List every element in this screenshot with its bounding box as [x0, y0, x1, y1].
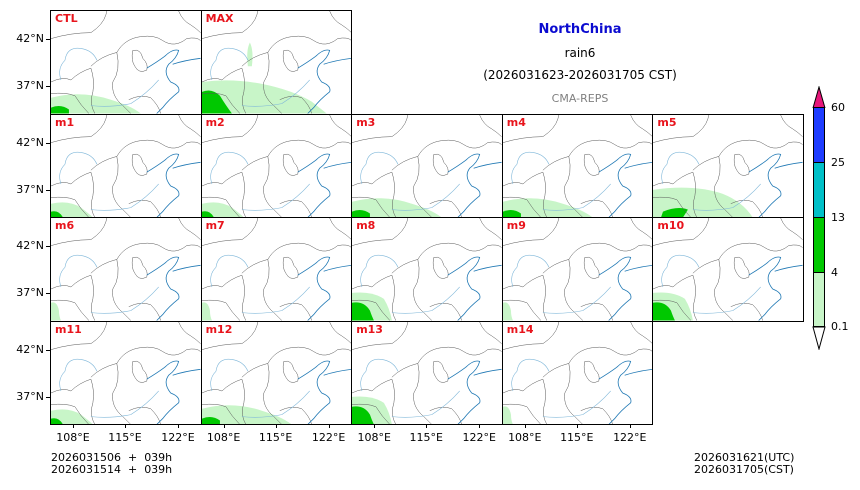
x-tick-mark [629, 424, 631, 428]
panel-label: m4 [506, 115, 526, 129]
map-panel-m8: m8 [351, 217, 503, 322]
colorbar-tick-4: 4 [831, 266, 838, 279]
x-tick-label: 115°E [560, 431, 594, 444]
x-tick-mark [275, 424, 277, 428]
map-panel-m1: m1 [50, 113, 202, 218]
x-tick-label: 115°E [108, 431, 142, 444]
colorbar-segment-4-13 [813, 217, 825, 272]
x-tick-label: 122°E [462, 431, 496, 444]
x-tick-mark [524, 424, 526, 428]
x-tick-label: 108°E [56, 431, 90, 444]
x-tick-mark [374, 424, 376, 428]
valid-time-utc: 2026031621(UTC) [694, 451, 795, 464]
init-time-info: 2026031506 + 039h 2026031514 + 039h [51, 452, 172, 476]
map-panel-m9: m9 [501, 217, 654, 322]
map-panel-m7: m7 [200, 217, 353, 322]
colorbar-tick-0.1: 0.1 [831, 320, 849, 333]
panel-label: m6 [55, 219, 75, 232]
panel-label: m10 [657, 219, 685, 232]
map-panel-max: MAX [200, 10, 353, 115]
y-tick-mark [46, 349, 50, 351]
x-tick-label: 122°E [311, 431, 346, 444]
x-tick-mark [125, 424, 126, 428]
y-tick-label: 42°N [16, 342, 44, 356]
panel-label: m2 [205, 115, 225, 129]
colorbar-segment-13-25 [813, 162, 825, 217]
chart-title-period: (2026031623-2026031705 CST) [483, 68, 677, 82]
panel-label: m9 [506, 219, 526, 232]
y-tick-mark [46, 246, 50, 247]
y-tick-label: 37°N [16, 286, 44, 299]
map-panel-m11: m11 [50, 320, 202, 425]
chart-title-model: CMA-REPS [551, 92, 609, 105]
map-panel-m6: m6 [50, 217, 202, 322]
x-tick-mark [426, 424, 428, 428]
colorbar-tick-60: 60 [831, 101, 845, 114]
panel-label: m7 [205, 219, 225, 232]
colorbar-over-arrow [812, 86, 826, 108]
x-tick-mark [328, 424, 330, 428]
panel-label: MAX [205, 12, 234, 25]
y-tick-mark [46, 142, 50, 144]
map-panel-m14: m14 [501, 320, 654, 425]
y-tick-mark [46, 293, 50, 294]
map-panel-m5: m5 [652, 113, 804, 218]
panel-label: m1 [55, 115, 75, 129]
colorbar-segment-0.1-4 [813, 272, 825, 327]
map-panel-ctl: CTL [50, 10, 202, 115]
map-panel-m12: m12 [200, 320, 353, 425]
panel-label: m11 [55, 322, 82, 336]
panel-label: m14 [506, 322, 534, 336]
map-panel-m3: m3 [351, 113, 503, 218]
map-panel-m4: m4 [501, 113, 654, 218]
panel-label: m3 [356, 115, 376, 129]
y-tick-label: 42°N [16, 32, 44, 45]
y-tick-label: 42°N [16, 135, 44, 149]
x-tick-label: 115°E [258, 431, 293, 444]
x-tick-mark [576, 424, 578, 428]
panel-label: CTL [55, 12, 78, 25]
colorbar-tick-25: 25 [831, 156, 845, 169]
chart-title-variable: rain6 [564, 46, 596, 60]
x-tick-label: 122°E [161, 431, 195, 444]
y-tick-label: 37°N [16, 182, 44, 196]
panel-label: m12 [205, 322, 233, 336]
y-tick-mark [46, 86, 50, 87]
panel-label: m13 [356, 322, 383, 336]
valid-time-info: 2026031621(UTC) 2026031705(CST) [694, 452, 794, 476]
x-tick-label: 108°E [508, 431, 542, 444]
y-tick-mark [46, 189, 50, 191]
colorbar-tick-13: 13 [831, 211, 845, 224]
colorbar-segment-25-60 [813, 107, 825, 162]
x-tick-label: 115°E [409, 431, 443, 444]
map-panel-m10: m10 [652, 217, 804, 322]
chart-title-region: NorthChina [538, 22, 622, 37]
panel-label: m8 [356, 219, 376, 232]
x-tick-label: 108°E [206, 431, 241, 444]
y-tick-label: 37°N [16, 79, 44, 92]
y-tick-mark [46, 39, 50, 40]
x-tick-mark [223, 424, 225, 428]
valid-time-cst: 2026031705(CST) [694, 463, 794, 476]
x-tick-label: 108°E [357, 431, 391, 444]
y-tick-mark [46, 396, 50, 398]
panel-label: m5 [657, 115, 677, 129]
x-tick-mark [178, 424, 179, 428]
y-tick-label: 37°N [16, 389, 44, 403]
x-tick-label: 122°E [613, 431, 647, 444]
init-time-1: 2026031506 + 039h [51, 451, 173, 464]
x-tick-mark [479, 424, 481, 428]
init-time-2: 2026031514 + 039h [51, 463, 173, 476]
y-tick-label: 42°N [16, 239, 44, 252]
map-panel-m2: m2 [200, 113, 353, 218]
map-panel-m13: m13 [351, 320, 503, 425]
colorbar-under-arrow [812, 326, 826, 350]
x-tick-mark [73, 424, 74, 428]
